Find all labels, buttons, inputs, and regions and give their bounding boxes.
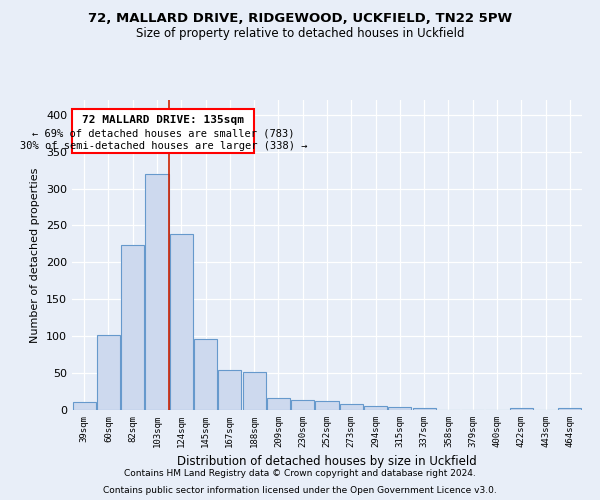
Text: Size of property relative to detached houses in Uckfield: Size of property relative to detached ho…	[136, 28, 464, 40]
Bar	[73, 109, 254, 153]
Bar	[340, 404, 363, 410]
Bar	[510, 408, 533, 410]
Bar	[97, 334, 120, 410]
Bar	[364, 406, 387, 410]
Bar	[291, 400, 314, 410]
X-axis label: Distribution of detached houses by size in Uckfield: Distribution of detached houses by size …	[177, 456, 477, 468]
Bar	[194, 339, 217, 410]
Bar	[267, 398, 290, 410]
Text: ← 69% of detached houses are smaller (783): ← 69% of detached houses are smaller (78…	[32, 128, 295, 138]
Bar	[73, 402, 95, 410]
Text: Contains HM Land Registry data © Crown copyright and database right 2024.: Contains HM Land Registry data © Crown c…	[124, 468, 476, 477]
Bar	[413, 408, 436, 410]
Bar	[242, 372, 266, 410]
Bar	[218, 370, 241, 410]
Bar	[121, 244, 144, 410]
Bar	[316, 401, 338, 410]
Text: 30% of semi-detached houses are larger (338) →: 30% of semi-detached houses are larger (…	[20, 141, 307, 151]
Text: 72 MALLARD DRIVE: 135sqm: 72 MALLARD DRIVE: 135sqm	[82, 115, 244, 125]
Text: 72, MALLARD DRIVE, RIDGEWOOD, UCKFIELD, TN22 5PW: 72, MALLARD DRIVE, RIDGEWOOD, UCKFIELD, …	[88, 12, 512, 26]
Bar	[170, 234, 193, 410]
Bar	[388, 407, 412, 410]
Text: Contains public sector information licensed under the Open Government Licence v3: Contains public sector information licen…	[103, 486, 497, 495]
Y-axis label: Number of detached properties: Number of detached properties	[31, 168, 40, 342]
Bar	[145, 174, 169, 410]
Bar	[559, 408, 581, 410]
